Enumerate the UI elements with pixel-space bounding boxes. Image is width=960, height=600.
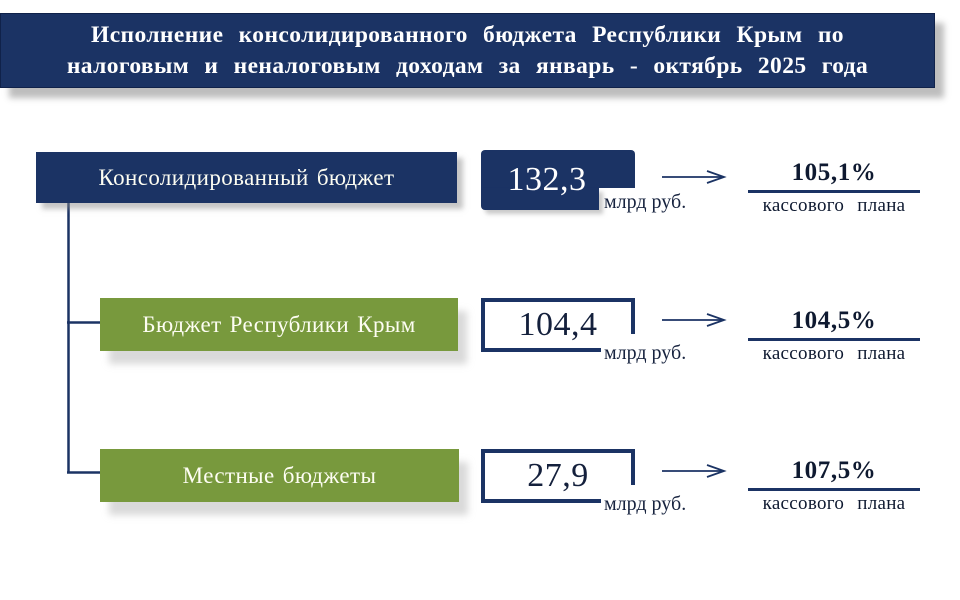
percent-block-republic: 104,5% кассового плана bbox=[748, 307, 920, 364]
budget-value: 104,4 bbox=[518, 306, 598, 343]
box-border-right bbox=[631, 449, 635, 485]
percent-block-consolidated: 105,1% кассового плана bbox=[748, 159, 920, 216]
percent-caption: кассового плана bbox=[762, 195, 906, 216]
percent-value: 105,1% bbox=[791, 159, 877, 186]
title-banner: Исполнение консолидированного бюджета Ре… bbox=[0, 13, 935, 88]
percent-block-local: 107,5% кассового плана bbox=[748, 457, 920, 514]
value-box-republic: 104,4 bbox=[481, 298, 635, 352]
arrow-right-icon bbox=[662, 313, 727, 327]
value-box-consolidated: 132,3 bbox=[481, 150, 635, 210]
box-border-left bbox=[481, 449, 485, 503]
budget-name: Консолидированный бюджет bbox=[98, 164, 395, 190]
title-line-2: налоговым и неналоговым доходам за январ… bbox=[66, 52, 869, 79]
percent-underline bbox=[748, 190, 920, 193]
box-border-bottom bbox=[481, 348, 601, 352]
label-box-consolidated-budget: Консолидированный бюджет bbox=[36, 152, 457, 203]
percent-caption: кассового плана bbox=[762, 343, 906, 364]
percent-underline bbox=[748, 338, 920, 341]
label-box-local-budgets: Местные бюджеты bbox=[100, 449, 459, 502]
arrow-right-icon bbox=[662, 464, 727, 478]
box-border-left bbox=[481, 298, 485, 352]
value-box-fill-bottom bbox=[481, 188, 599, 210]
percent-caption: кассового плана bbox=[762, 493, 906, 514]
budget-name: Местные бюджеты bbox=[182, 462, 377, 488]
box-border-top bbox=[481, 298, 635, 302]
title-line-1: Исполнение консолидированного бюджета Ре… bbox=[91, 21, 844, 48]
unit-label: млрд руб. bbox=[604, 493, 687, 515]
percent-underline bbox=[748, 488, 920, 491]
value-box-fill-top bbox=[481, 150, 635, 188]
label-box-republic-budget: Бюджет Республики Крым bbox=[100, 298, 458, 351]
box-border-top bbox=[481, 449, 635, 453]
box-border-bottom bbox=[481, 499, 601, 503]
value-box-local: 27,9 bbox=[481, 449, 635, 503]
percent-value: 107,5% bbox=[791, 457, 877, 484]
budget-value: 27,9 bbox=[527, 457, 589, 494]
unit-label: млрд руб. bbox=[604, 191, 687, 213]
budget-value: 132,3 bbox=[507, 161, 587, 198]
box-border-right bbox=[631, 298, 635, 334]
percent-value: 104,5% bbox=[791, 307, 877, 334]
budget-name: Бюджет Республики Крым bbox=[142, 311, 416, 337]
unit-label: млрд руб. bbox=[604, 342, 687, 364]
arrow-right-icon bbox=[662, 170, 727, 184]
